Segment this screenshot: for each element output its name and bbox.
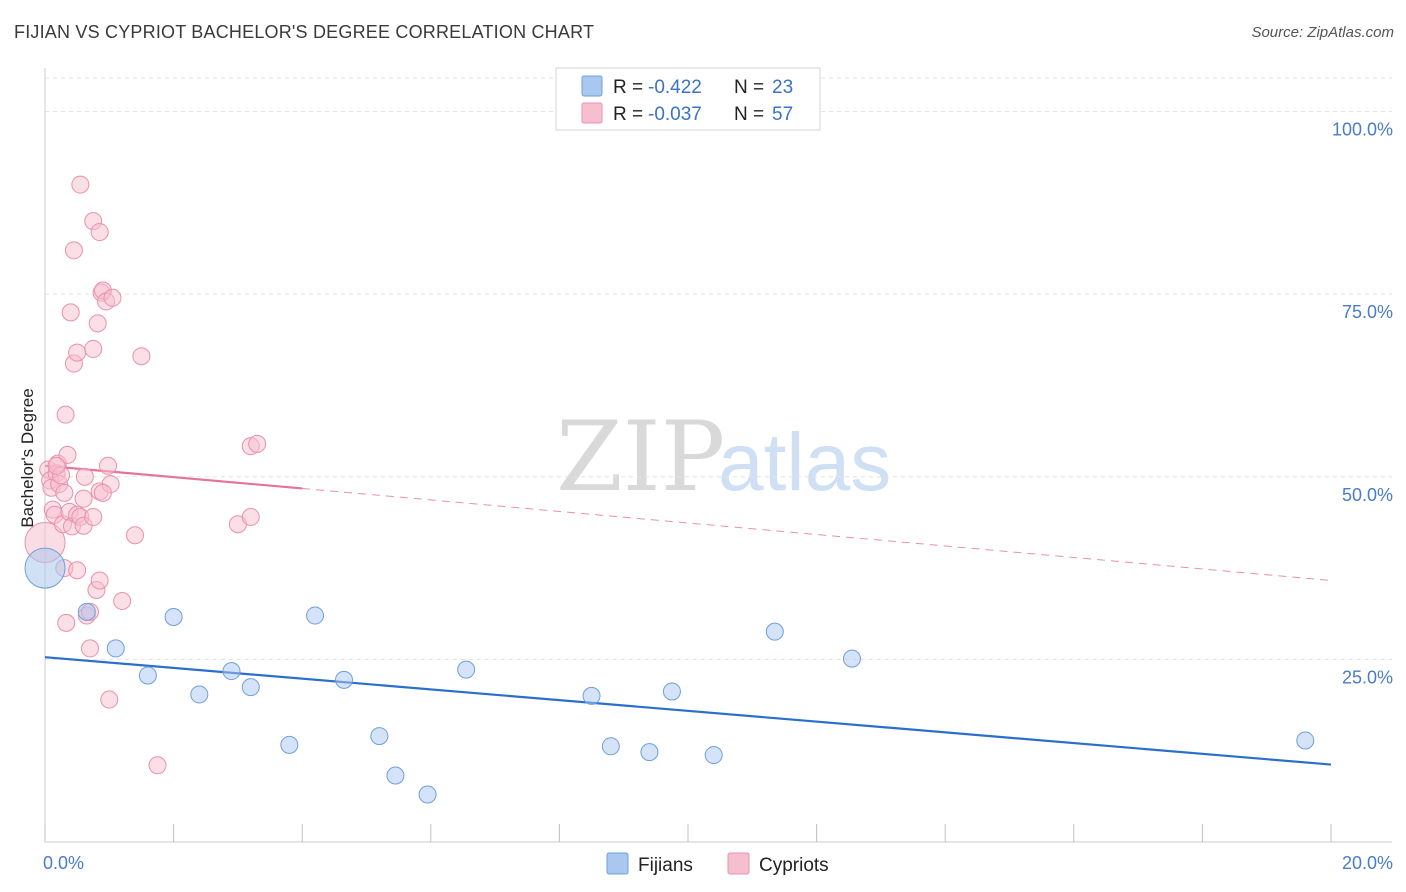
x-tick-label-max: 20.0%	[1342, 853, 1393, 873]
point-cypriots-43	[100, 690, 119, 709]
y-axis-label: Bachelor's Degree	[18, 388, 37, 527]
point-cypriots-45	[103, 288, 122, 307]
trend-line-fijians	[44, 656, 1332, 766]
point-fijians-1	[77, 602, 96, 621]
point-fijians-12	[386, 766, 405, 785]
point-fijians-7	[241, 678, 260, 697]
bottom-legend-swatch-cypriots	[727, 852, 750, 875]
point-cypriots-13	[58, 445, 77, 464]
point-cypriots-23	[68, 561, 87, 580]
watermark-atlas: atlas	[718, 417, 891, 508]
point-fijians-3	[138, 666, 157, 685]
point-fijians-8	[280, 735, 299, 754]
point-cypriots-17	[61, 303, 80, 322]
data-points	[24, 175, 1315, 804]
point-fijians-16	[601, 737, 620, 756]
point-fijians-4	[164, 608, 183, 627]
legend-n-value-1: 23	[772, 77, 793, 98]
y-tick-label-25: 25.0%	[1342, 667, 1393, 687]
grid	[45, 77, 1392, 660]
bottom-legend-fijians: Fijians	[638, 855, 693, 876]
trend-line-cypriots-extension	[302, 487, 1332, 581]
point-fijians-13	[418, 785, 437, 804]
point-cypriots-12	[56, 405, 75, 424]
point-fijians-10	[334, 670, 353, 689]
legend: R = -0.422 N = 23 R = -0.037 N = 57	[555, 67, 821, 131]
point-cypriots-26	[71, 175, 90, 194]
x-tick-label-min: 0.0%	[43, 853, 84, 873]
point-fijians-6	[222, 662, 241, 681]
point-cypriots-15	[57, 613, 76, 632]
point-fijians-0	[24, 547, 66, 589]
legend-r-label-2: R =	[613, 104, 643, 125]
point-fijians-9	[306, 606, 325, 625]
point-cypriots-30	[81, 639, 100, 658]
point-fijians-11	[370, 727, 389, 746]
point-cypriots-37	[90, 571, 109, 590]
point-cypriots-42	[99, 456, 118, 475]
point-cypriots-20	[64, 241, 83, 260]
legend-n-label-1: N =	[734, 77, 764, 98]
legend-r-value-2: -0.037	[648, 104, 702, 125]
point-cypriots-48	[132, 347, 151, 366]
legend-r-value-1: -0.422	[648, 77, 702, 98]
point-fijians-18	[662, 682, 681, 701]
point-cypriots-36	[90, 223, 109, 242]
axes: 25.0% 50.0% 75.0% 100.0% 0.0% 20.0%	[43, 68, 1393, 873]
bottom-legend-cypriots: Cypriots	[759, 855, 829, 876]
point-cypriots-27	[74, 489, 93, 508]
y-tick-label-100: 100.0%	[1332, 120, 1393, 140]
point-fijians-5	[190, 685, 209, 704]
legend-n-value-2: 57	[772, 104, 793, 125]
y-tick-label-75: 75.0%	[1342, 302, 1393, 322]
point-cypriots-53	[248, 434, 267, 453]
source-credit: Source: ZipAtlas.com	[1251, 24, 1394, 41]
point-fijians-21	[842, 649, 861, 668]
point-fijians-22	[1296, 731, 1315, 750]
bottom-legend-swatch-fijians	[606, 852, 629, 875]
point-cypriots-46	[113, 591, 132, 610]
point-cypriots-14	[55, 483, 74, 502]
point-fijians-20	[765, 622, 784, 641]
point-cypriots-49	[148, 756, 167, 775]
point-cypriots-55	[47, 456, 66, 475]
point-fijians-19	[704, 746, 723, 765]
point-cypriots-21	[68, 343, 87, 362]
legend-swatch-fijians	[581, 75, 603, 97]
point-cypriots-35	[88, 314, 107, 333]
point-fijians-14	[457, 660, 476, 679]
point-cypriots-56	[93, 483, 112, 502]
bottom-legend: Fijians Cypriots	[606, 852, 829, 876]
legend-r-label-1: R =	[613, 77, 643, 98]
point-fijians-15	[582, 686, 601, 705]
point-fijians-2	[106, 639, 125, 658]
point-fijians-17	[640, 743, 659, 762]
watermark-zip: ZIP	[556, 401, 725, 513]
point-cypriots-47	[126, 526, 145, 545]
chart-title: FIJIAN VS CYPRIOT BACHELOR'S DEGREE CORR…	[14, 22, 595, 42]
point-cypriots-33	[84, 339, 103, 358]
y-tick-label-50: 50.0%	[1342, 485, 1393, 505]
legend-n-label-2: N =	[734, 104, 764, 125]
point-cypriots-51	[241, 507, 260, 526]
point-cypriots-54	[75, 467, 94, 486]
point-cypriots-32	[84, 507, 103, 526]
legend-swatch-cypriots	[581, 102, 603, 124]
